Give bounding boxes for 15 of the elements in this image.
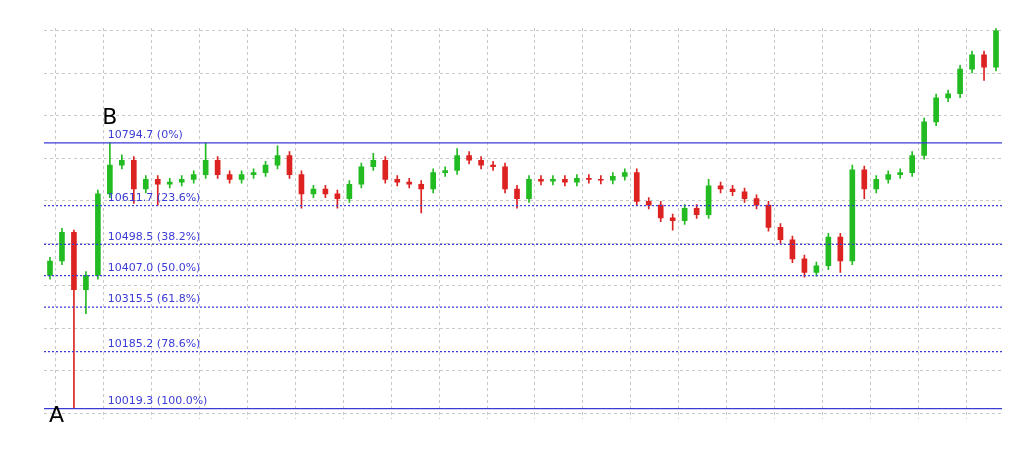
ref-line-label: 10407.0 (50.0%): [107, 261, 201, 275]
ref-line-label: 10315.5 (61.8%): [107, 292, 201, 306]
ref-line-label: 10019.3 (100.0%): [107, 393, 208, 407]
candlestick: [442, 166, 448, 177]
ref-line-label: 10794.7 (0%): [107, 128, 183, 142]
candlestick: [550, 175, 556, 186]
ref-line-label: 10498.5 (38.2%): [107, 229, 201, 243]
annotation: B: [102, 103, 118, 129]
ref-line-label: 10185.2 (78.6%): [107, 337, 201, 351]
candlestick: [897, 168, 904, 179]
candlestick: [490, 160, 496, 171]
annotation: A: [48, 402, 64, 428]
candlestick: [418, 180, 425, 214]
candlestick: [538, 175, 544, 186]
candlestick: [586, 174, 592, 184]
